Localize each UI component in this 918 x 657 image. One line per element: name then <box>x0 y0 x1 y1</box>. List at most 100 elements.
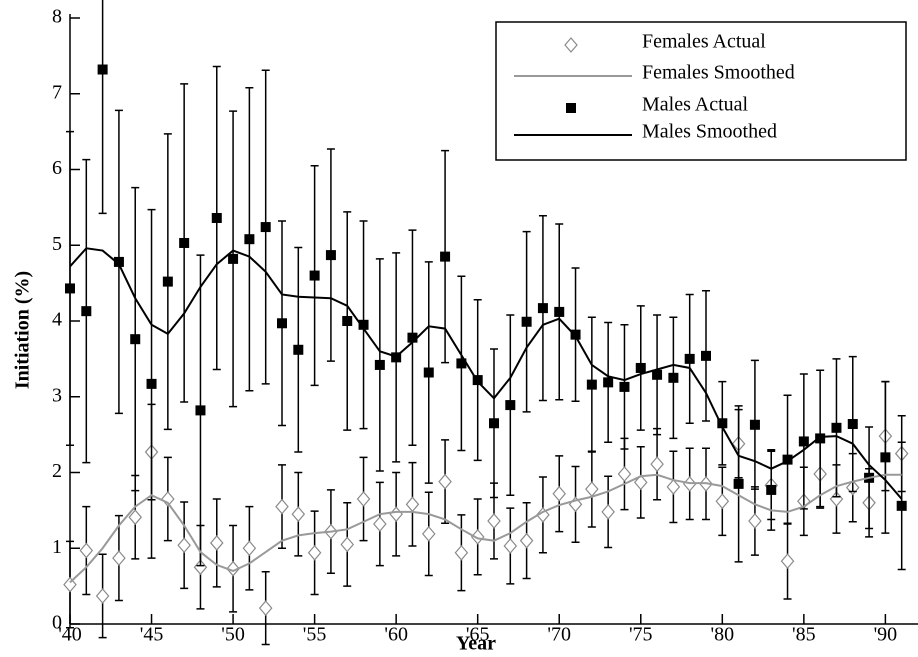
legend-label: Males Actual <box>642 94 749 116</box>
data-point <box>503 538 518 554</box>
x-tick-label: '40 <box>58 624 82 646</box>
data-point <box>519 532 534 549</box>
data-point <box>113 256 124 267</box>
y-tick-label: 0 <box>52 612 62 634</box>
data-point <box>635 362 646 373</box>
legend-label: Males Smoothed <box>642 121 777 143</box>
x-tick-label: '50 <box>221 624 245 646</box>
data-point <box>195 405 206 416</box>
data-point <box>146 378 157 389</box>
y-tick-label: 7 <box>52 81 62 103</box>
data-point <box>880 452 891 463</box>
data-point <box>407 332 418 343</box>
smoothed-line <box>69 473 902 584</box>
data-point <box>521 316 532 327</box>
data-point <box>325 250 336 261</box>
data-point <box>505 400 516 411</box>
data-point <box>358 319 369 330</box>
data-point <box>81 306 92 317</box>
legend-marker <box>564 37 578 53</box>
data-point <box>733 478 744 489</box>
data-point <box>666 478 681 495</box>
data-point <box>193 559 208 576</box>
x-tick-label: '70 <box>547 624 571 646</box>
data-point <box>244 234 255 245</box>
data-point <box>423 367 434 378</box>
data-point <box>766 484 777 495</box>
data-point <box>291 506 306 523</box>
data-point <box>260 222 271 233</box>
data-point <box>277 318 287 329</box>
data-point <box>633 474 648 491</box>
data-point <box>456 358 467 369</box>
data-point <box>356 491 371 507</box>
y-tick-label: 2 <box>52 460 62 482</box>
data-point <box>63 576 77 593</box>
y-tick-label: 5 <box>52 233 62 255</box>
x-axis-label: Year <box>456 633 496 655</box>
data-point <box>374 359 385 370</box>
y-tick-label: 1 <box>52 536 62 558</box>
data-point <box>440 251 451 262</box>
data-point <box>815 433 826 444</box>
data-point <box>226 560 240 577</box>
x-tick-label: '55 <box>303 624 327 646</box>
legend-label: Females Actual <box>642 31 766 53</box>
x-tick-label: '45 <box>140 624 164 646</box>
data-point <box>570 329 581 340</box>
data-point <box>603 377 614 388</box>
x-tick-label: '90 <box>874 624 898 646</box>
smoothed-line <box>69 247 903 500</box>
data-point <box>421 525 436 542</box>
data-point <box>489 418 499 429</box>
data-point <box>342 316 353 326</box>
data-point <box>780 553 795 570</box>
data-point <box>112 550 126 567</box>
data-point <box>652 369 663 380</box>
data-point <box>701 350 711 361</box>
data-point <box>209 535 224 551</box>
y-tick-label: 3 <box>52 384 62 406</box>
data-point <box>228 253 239 264</box>
data-point <box>470 528 485 545</box>
data-point <box>717 418 728 429</box>
data-point <box>161 491 175 507</box>
data-point <box>554 306 565 317</box>
data-point <box>619 381 630 392</box>
data-point <box>487 513 501 529</box>
data-point <box>537 303 548 314</box>
x-tick-label: '80 <box>711 624 735 646</box>
data-point <box>586 379 597 390</box>
data-point <box>684 353 695 364</box>
data-point <box>130 334 141 345</box>
y-tick-label: 8 <box>52 6 62 28</box>
data-point <box>896 500 907 511</box>
data-point <box>748 513 762 529</box>
data-point <box>650 456 664 473</box>
data-point <box>179 237 190 248</box>
data-point <box>585 481 599 498</box>
x-tick-label: '65 <box>466 624 490 646</box>
data-point <box>275 498 289 515</box>
data-point <box>438 473 452 490</box>
data-point <box>782 454 793 465</box>
data-point <box>749 419 760 430</box>
data-point <box>617 466 632 482</box>
y-tick-label: 4 <box>52 309 62 331</box>
data-point <box>65 283 75 294</box>
data-point <box>177 537 191 554</box>
data-point <box>79 542 94 559</box>
data-point <box>552 485 567 502</box>
data-point <box>211 212 222 223</box>
error-bar <box>98 0 107 215</box>
data-point <box>454 544 469 561</box>
x-tick-label: '85 <box>792 624 816 646</box>
data-point <box>389 506 403 523</box>
x-tick-label: '75 <box>629 624 653 646</box>
x-tick-label: '60 <box>384 624 408 646</box>
data-point <box>162 276 173 287</box>
legend-label: Females Smoothed <box>642 62 795 84</box>
data-point <box>95 588 110 604</box>
data-point <box>847 419 858 430</box>
